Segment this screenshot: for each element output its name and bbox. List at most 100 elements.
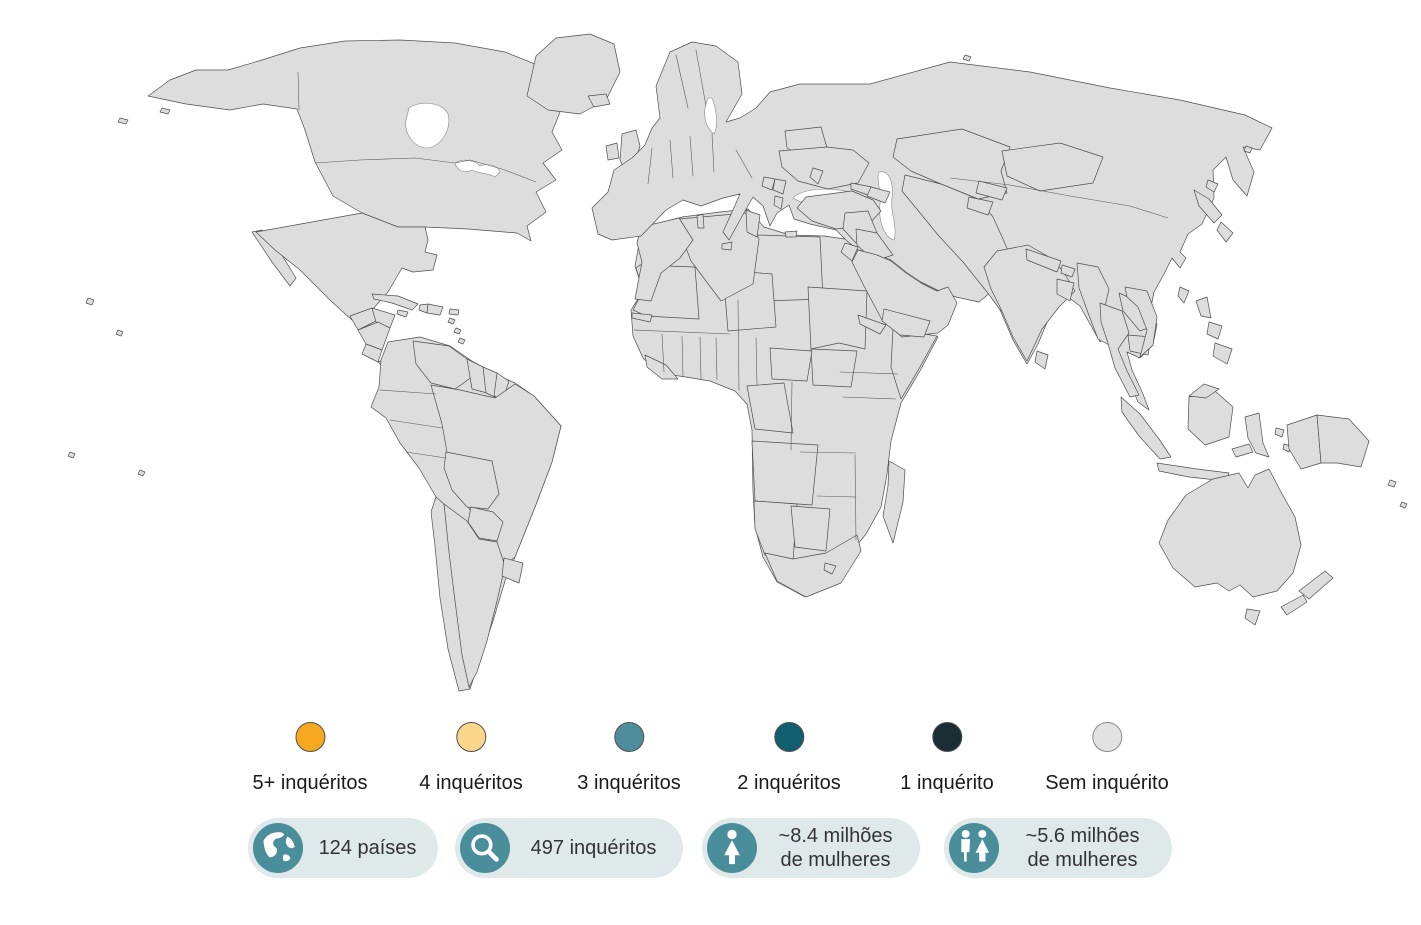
- stat-line: 124 países: [318, 837, 417, 859]
- country-japan: [1193, 179, 1234, 243]
- country-vietnam: [1124, 286, 1158, 358]
- baltic-sea: [704, 97, 717, 135]
- country-cuba: [371, 293, 419, 311]
- stat-line: ~5.6 milhões: [1025, 825, 1140, 847]
- stat-badge-countries: 124 países: [248, 818, 438, 878]
- legend-label-2: 2 inquéritos: [737, 772, 841, 794]
- country-paraguay: [467, 506, 504, 542]
- stat-badge-women-direct: ~8.4 milhões de mulheres: [702, 818, 920, 878]
- legend-label-none: Sem inquérito: [1045, 772, 1169, 794]
- country-serbia: [772, 178, 787, 195]
- stat-badge-surveys: 497 inquéritos: [455, 818, 683, 878]
- magnifier-icon: [460, 823, 510, 873]
- woman-icon: [707, 823, 757, 873]
- country-jamaica: [396, 309, 409, 318]
- country-sri-lanka: [1034, 350, 1049, 370]
- stat-text-surveys: 497 inquéritos: [510, 836, 667, 860]
- stat-text-women-represented: ~5.6 milhões de mulheres: [999, 824, 1156, 872]
- country-el-salvador-nicaragua: [357, 321, 391, 351]
- country-arabian-peninsula: [851, 249, 958, 338]
- great-lakes: [454, 159, 501, 178]
- stat-badge-women-represented: ~5.6 milhões de mulheres: [944, 818, 1172, 878]
- country-madagascar: [882, 460, 906, 544]
- legend-swatch-5plus: [294, 722, 325, 752]
- country-papua-new-guinea: [1316, 414, 1370, 468]
- country-namibia: [753, 500, 798, 562]
- country-mongolia: [1001, 142, 1104, 192]
- country-tajikistan: [966, 196, 994, 216]
- country-eritrea: [857, 314, 887, 335]
- stat-line: de mulheres: [780, 849, 891, 871]
- country-yemen: [881, 308, 931, 338]
- country-bangladesh: [1056, 278, 1075, 302]
- country-mexico-baja: [251, 229, 297, 287]
- globe-icon: [253, 823, 303, 873]
- country-philippines: [1195, 296, 1233, 365]
- legend-swatch-1: [932, 722, 962, 752]
- legend-swatch-2: [774, 722, 804, 752]
- country-north-america: [147, 39, 563, 242]
- country-sudan: [807, 286, 868, 350]
- country-angola: [751, 440, 819, 506]
- country-argentina: [443, 503, 506, 688]
- country-greenland: [526, 33, 621, 115]
- legend-label-4: 4 inquéritos: [419, 772, 523, 794]
- hudson-bay: [405, 102, 450, 149]
- country-ukraine: [778, 146, 870, 190]
- country-iceland: [587, 93, 611, 108]
- country-moldova: [809, 167, 824, 185]
- country-borneo-malaysia: [1188, 383, 1220, 399]
- islands-pacific: [67, 54, 1408, 509]
- legend-item-1: 1 inquérito: [900, 722, 994, 795]
- legend-swatch-4: [456, 722, 486, 752]
- country-morocco: [634, 217, 694, 302]
- country-albania: [773, 195, 784, 210]
- country-timor-leste: [1231, 443, 1254, 458]
- country-puerto-rico: [448, 308, 460, 316]
- country-mexico: [255, 212, 438, 321]
- legend-swatch-3: [614, 722, 644, 752]
- country-gabon-congo: [746, 382, 794, 434]
- legend-item-5plus: 5+ inquéritos: [252, 722, 368, 795]
- country-kyrgyzstan: [975, 180, 1008, 201]
- country-borneo: [1187, 390, 1234, 446]
- country-gambia: [631, 312, 653, 323]
- country-sulawesi: [1244, 412, 1270, 458]
- legend-label-1: 1 inquérito: [900, 772, 994, 794]
- world-map: [67, 33, 1408, 692]
- country-venezuela: [412, 340, 473, 390]
- country-tasmania: [1244, 608, 1261, 626]
- country-sierra-leone-liberia: [644, 354, 679, 380]
- legend-swatch-none: [1092, 722, 1122, 752]
- country-thailand: [1099, 302, 1140, 398]
- country-somalia: [890, 328, 938, 400]
- country-south-sudan: [810, 348, 858, 388]
- country-bhutan: [1060, 264, 1076, 278]
- country-australia: [1158, 468, 1302, 598]
- legend-item-2: 2 inquéritos: [737, 722, 841, 795]
- couple-icon: [949, 823, 999, 873]
- country-bosnia: [761, 176, 776, 191]
- stat-line: 497 inquéritos: [530, 837, 657, 859]
- legend-label-3: 3 inquéritos: [577, 772, 681, 794]
- country-sumatra: [1120, 396, 1172, 460]
- country-azerbaijan: [866, 186, 891, 204]
- stat-line: de mulheres: [1027, 849, 1138, 871]
- legend-item-4: 4 inquéritos: [419, 722, 523, 795]
- stat-line: ~8.4 milhões: [778, 825, 893, 847]
- country-nepal: [1025, 248, 1062, 273]
- country-new-zealand: [1280, 570, 1334, 616]
- country-borders: [297, 49, 1169, 541]
- legend-item-3: 3 inquéritos: [577, 722, 681, 795]
- country-central-african-republic: [769, 347, 813, 382]
- legend-label-5plus: 5+ inquéritos: [252, 772, 368, 794]
- stat-text-countries: 124 países: [303, 836, 422, 860]
- islands-antilles: [447, 317, 466, 345]
- country-south-africa: [764, 534, 862, 598]
- country-lesotho: [823, 562, 837, 575]
- country-jordan: [840, 242, 859, 262]
- legend-item-none: Sem inquérito: [1045, 722, 1169, 795]
- country-new-guinea-west: [1286, 414, 1322, 470]
- country-haiti: [418, 303, 429, 314]
